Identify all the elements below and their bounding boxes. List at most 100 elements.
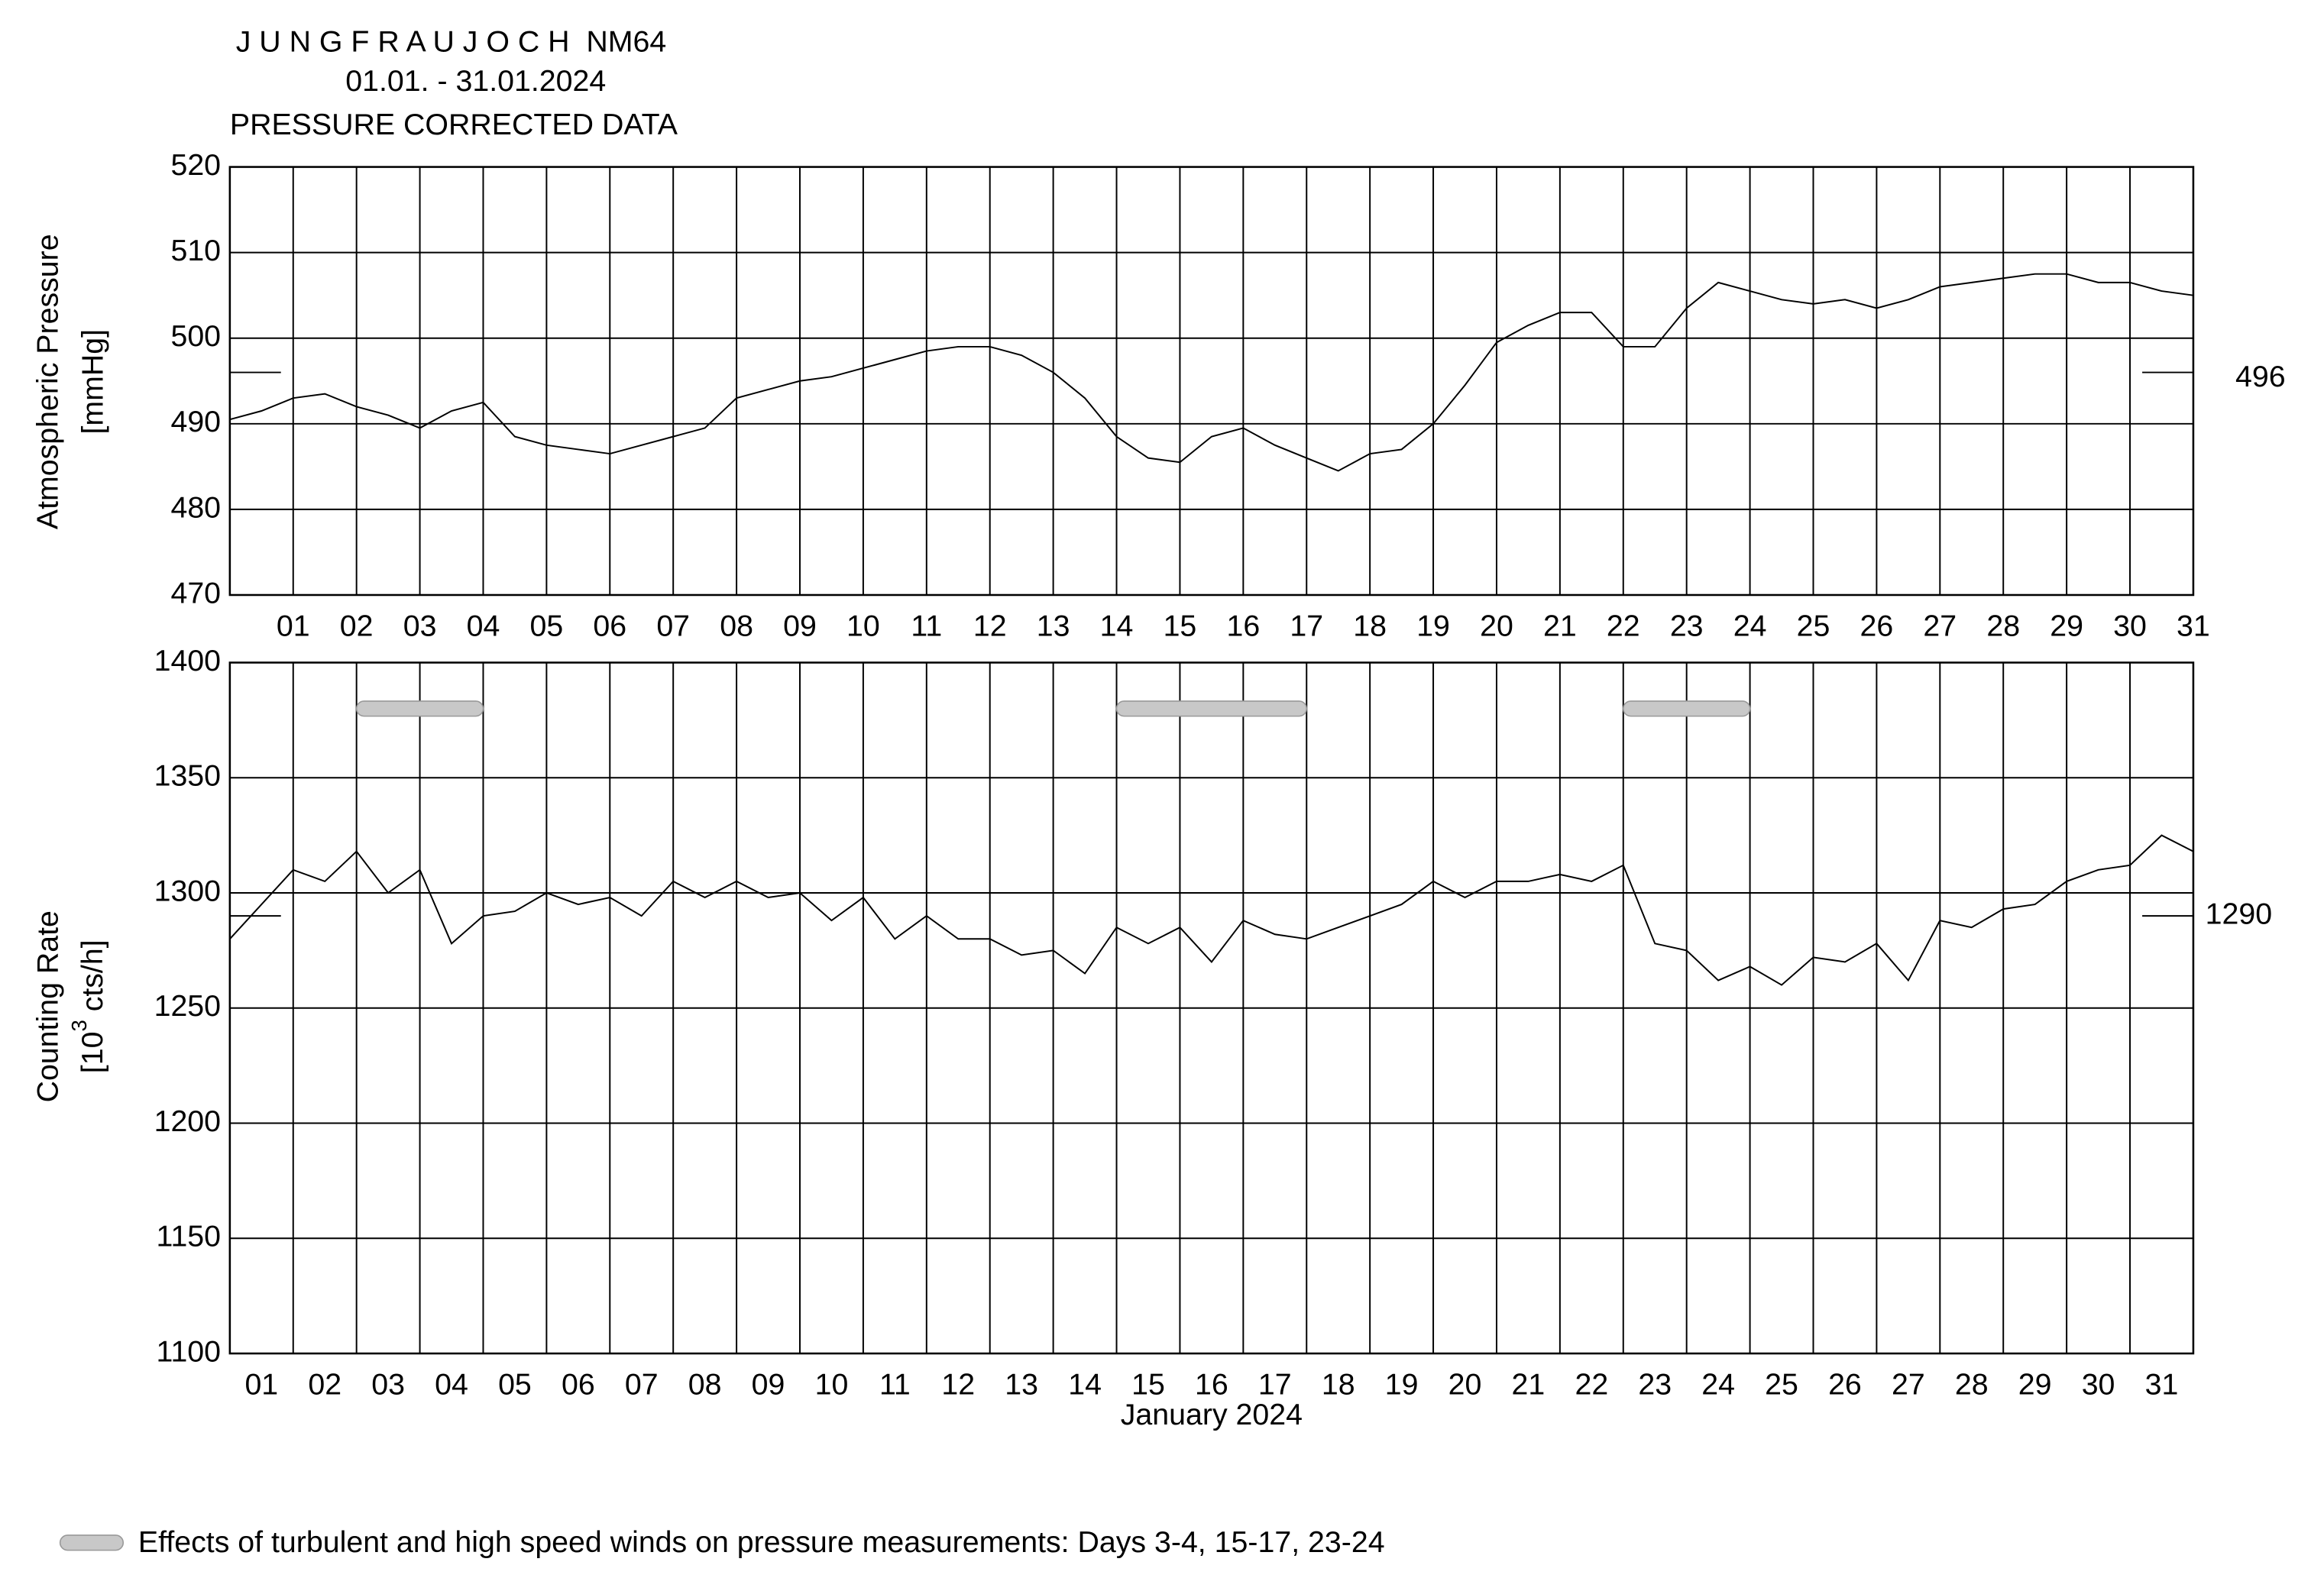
x-tick-label: 06 — [562, 1368, 595, 1402]
y-tick-label: 490 — [170, 405, 221, 438]
x-tick-label: 14 — [1100, 610, 1134, 643]
x-tick-label: 19 — [1385, 1368, 1419, 1402]
y-axis-label-line: [mmHg] — [76, 329, 109, 435]
x-tick-label: 13 — [1037, 610, 1070, 643]
unit-text: cts/h] — [76, 939, 109, 1020]
data-line — [229, 834, 2194, 986]
x-tick-label: 17 — [1290, 610, 1323, 643]
plot-frame — [228, 166, 2195, 597]
y-tick-label: 510 — [170, 234, 221, 267]
x-tick-label: 15 — [1131, 1368, 1165, 1402]
wind-band — [355, 700, 484, 717]
reference-label: 1290 — [2206, 897, 2272, 931]
x-tick-label: 26 — [1828, 1368, 1862, 1402]
x-tick-label: 07 — [656, 610, 690, 643]
x-tick-label: 12 — [941, 1368, 975, 1402]
x-tick-label: 12 — [973, 610, 1007, 643]
x-tick-label: 18 — [1322, 1368, 1355, 1402]
x-tick-label: 25 — [1797, 610, 1830, 643]
y-tick-label: 480 — [170, 490, 221, 524]
x-tick-label: 23 — [1670, 610, 1704, 643]
y-axis-label-line: Counting Rate — [31, 910, 64, 1102]
x-tick-label: 27 — [1923, 610, 1957, 643]
x-tick-label: 04 — [435, 1368, 468, 1402]
y-tick-label: 1350 — [154, 759, 221, 793]
x-tick-label: 10 — [815, 1368, 849, 1402]
x-tick-label: 03 — [371, 1368, 405, 1402]
x-tick-label: 05 — [530, 610, 564, 643]
x-tick-label: 22 — [1575, 1368, 1608, 1402]
legend-swatch — [59, 1534, 125, 1551]
x-tick-label: 20 — [1448, 1368, 1482, 1402]
x-tick-label: 18 — [1353, 610, 1387, 643]
x-tick-label: 04 — [467, 610, 500, 643]
x-tick-label: 09 — [783, 610, 817, 643]
y-tick-label: 1400 — [154, 644, 221, 677]
y-tick-label: 1250 — [154, 989, 221, 1023]
y-tick-label: 1300 — [154, 874, 221, 907]
x-tick-label: 14 — [1068, 1368, 1102, 1402]
x-tick-label: 30 — [2113, 610, 2147, 643]
x-tick-label: 11 — [911, 610, 942, 643]
y-tick-label: 470 — [170, 576, 221, 610]
x-tick-label: 27 — [1892, 1368, 1925, 1402]
x-tick-label: 29 — [2018, 1368, 2052, 1402]
chart-note: PRESSURE CORRECTED DATA — [230, 108, 678, 141]
x-tick-label: 29 — [2050, 610, 2083, 643]
x-tick-label: 03 — [403, 610, 437, 643]
x-tick-label: 31 — [2177, 610, 2210, 643]
y-tick-label: 1100 — [157, 1334, 222, 1368]
x-tick-label: 10 — [846, 610, 880, 643]
x-tick-label: 09 — [752, 1368, 785, 1402]
y-axis-unit: [103 cts/h] — [67, 939, 109, 1073]
y-axis-label: Counting Rate [103 cts/h] — [31, 910, 109, 1102]
x-tick-label: 24 — [1701, 1368, 1735, 1402]
x-tick-label: 21 — [1512, 1368, 1546, 1402]
x-tick-label: 26 — [1860, 610, 1894, 643]
x-tick-label: 16 — [1195, 1368, 1228, 1402]
y-tick-label: 1200 — [154, 1104, 221, 1138]
reference-label: 496 — [2235, 360, 2286, 393]
wind-band — [1622, 700, 1751, 717]
y-tick-label: 1150 — [157, 1220, 222, 1253]
x-tick-label: 30 — [2082, 1368, 2115, 1402]
x-tick-label: 02 — [308, 1368, 341, 1402]
x-tick-label: 06 — [593, 610, 626, 643]
y-axis-label-line: Atmospheric Pressure — [31, 234, 64, 529]
y-tick-label: 520 — [170, 148, 221, 182]
x-tick-label: 13 — [1005, 1368, 1038, 1402]
x-tick-label: 08 — [720, 610, 753, 643]
chart-subtitle: 01.01. - 31.01.2024 — [345, 64, 606, 98]
x-tick-label: 21 — [1543, 610, 1577, 643]
x-tick-label: 28 — [1986, 610, 2020, 643]
legend-label: Effects of turbulent and high speed wind… — [138, 1525, 1385, 1559]
x-tick-label: 28 — [1955, 1368, 1989, 1402]
unit-text: [10 — [76, 1032, 109, 1074]
x-tick-label: 17 — [1258, 1368, 1292, 1402]
x-tick-label: 02 — [340, 610, 374, 643]
data-line — [229, 273, 2194, 472]
wind-band — [1115, 700, 1308, 717]
x-tick-label: 20 — [1480, 610, 1513, 643]
x-tick-label: 19 — [1416, 610, 1450, 643]
x-tick-label: 11 — [879, 1368, 911, 1402]
unit-superscript: 3 — [67, 1020, 91, 1031]
x-tick-label: 24 — [1733, 610, 1767, 643]
y-axis-label: Atmospheric Pressure [mmHg] — [31, 234, 109, 529]
x-tick-label: 31 — [2145, 1368, 2179, 1402]
x-axis-label: January 2024 — [1121, 1398, 1303, 1431]
x-tick-label: 25 — [1765, 1368, 1798, 1402]
x-tick-label: 08 — [688, 1368, 722, 1402]
x-tick-label: 22 — [1607, 610, 1640, 643]
y-tick-label: 500 — [170, 319, 221, 353]
x-tick-label: 07 — [625, 1368, 659, 1402]
x-tick-label: 05 — [498, 1368, 532, 1402]
x-tick-label: 16 — [1226, 610, 1260, 643]
x-tick-label: 15 — [1164, 610, 1197, 643]
chart-title: J U N G F R A U J O C H NM64 — [236, 25, 667, 59]
x-tick-label: 01 — [277, 610, 310, 643]
x-tick-label: 23 — [1638, 1368, 1672, 1402]
x-tick-label: 01 — [244, 1368, 278, 1402]
